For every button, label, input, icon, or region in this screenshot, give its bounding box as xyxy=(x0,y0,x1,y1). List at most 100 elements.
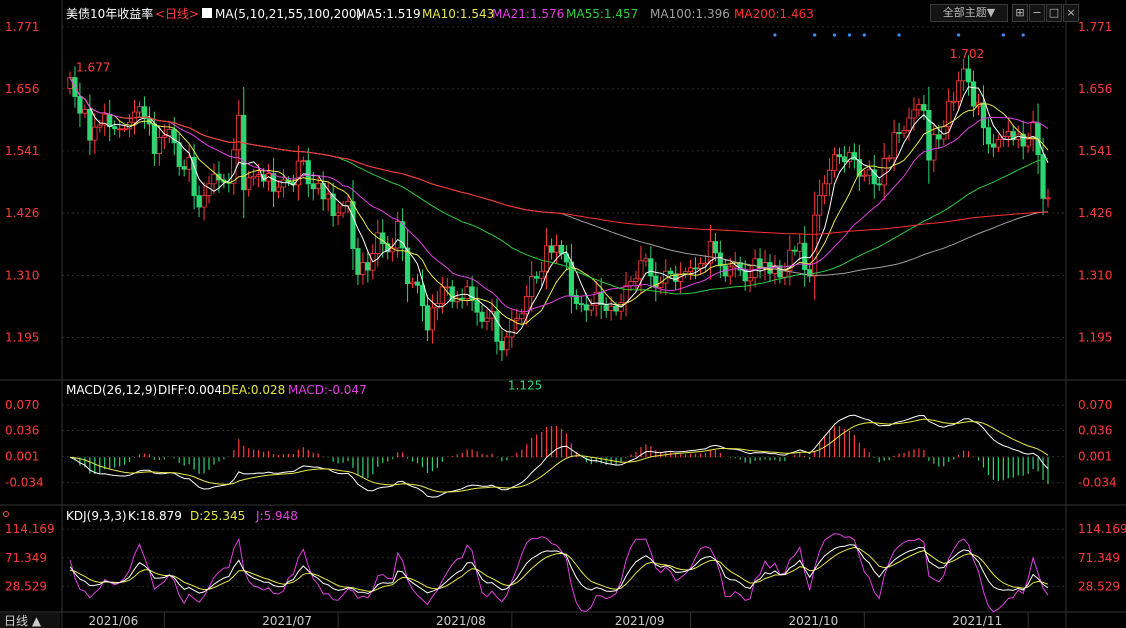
theme-selector-button[interactable]: 全部主题▼ xyxy=(930,4,1008,22)
candle-body xyxy=(102,113,108,126)
candle-body xyxy=(777,265,783,278)
candle-body xyxy=(901,130,907,134)
kdj-j-value: J:5.948 xyxy=(255,509,298,523)
candle-body xyxy=(980,102,987,129)
event-marker xyxy=(897,33,901,37)
event-marker xyxy=(957,33,961,37)
candle-body xyxy=(380,232,386,245)
candle-body xyxy=(961,68,967,82)
event-marker xyxy=(862,33,866,37)
crosshair-icon[interactable]: ⊞ xyxy=(1012,4,1028,22)
candle-body xyxy=(122,128,128,131)
candle-body xyxy=(603,304,609,311)
ma5-line xyxy=(69,77,1049,334)
candle-body xyxy=(752,258,758,279)
macd-diff-line xyxy=(69,414,1049,498)
candle-body xyxy=(841,156,848,163)
price-tick-left: 1.541 xyxy=(5,144,39,158)
candle-body xyxy=(792,249,798,252)
candle-body xyxy=(474,299,480,313)
candle-body xyxy=(77,96,83,114)
candle-body xyxy=(578,303,584,306)
kdj-d-line xyxy=(69,546,1049,592)
candle-body xyxy=(156,137,162,155)
candle-body xyxy=(161,135,167,138)
event-marker xyxy=(1021,33,1025,37)
candle-body xyxy=(315,182,321,190)
candle-body xyxy=(107,113,113,128)
candle-body xyxy=(588,304,594,311)
ma-value-21: MA21:1.576 xyxy=(492,7,564,21)
candle-body xyxy=(459,297,465,300)
candle-body xyxy=(395,221,401,249)
date-tick-label: 2021/11 xyxy=(952,614,1002,628)
candle-body xyxy=(494,311,500,342)
candle-body xyxy=(802,242,808,270)
candle-body xyxy=(171,128,177,144)
minimize-icon[interactable]: − xyxy=(1029,4,1045,22)
candle-body xyxy=(414,281,421,286)
candle-body xyxy=(628,281,634,287)
candle-body xyxy=(419,284,426,307)
ma21-line xyxy=(69,77,1049,313)
candle-body xyxy=(851,152,857,160)
candle-body xyxy=(990,143,996,148)
candle-body xyxy=(951,100,957,103)
candle-body xyxy=(926,110,932,161)
kdj-tick-left: 114.169 xyxy=(5,522,55,536)
candle-body xyxy=(236,114,242,151)
candle-body xyxy=(687,267,694,273)
candle-body xyxy=(717,252,723,267)
candle-body xyxy=(985,127,992,145)
price-tick-right: 1.771 xyxy=(1078,20,1112,34)
candle-body xyxy=(444,286,450,289)
candle-body xyxy=(861,174,867,177)
candle-body xyxy=(504,336,510,351)
candle-body xyxy=(856,159,862,177)
close-icon[interactable]: × xyxy=(1063,4,1079,22)
candle-body xyxy=(87,108,93,141)
candle-body xyxy=(638,260,644,280)
candle-body xyxy=(1020,133,1026,147)
price-tick-right: 1.310 xyxy=(1078,269,1112,283)
candle-body xyxy=(375,232,381,254)
candle-body xyxy=(330,193,336,217)
candle-body xyxy=(300,160,306,163)
ma55-line xyxy=(119,116,1049,295)
candle-body xyxy=(608,305,614,311)
candle-body xyxy=(826,169,833,185)
candle-body xyxy=(891,132,897,159)
candle-body xyxy=(1030,122,1036,140)
candle-body xyxy=(499,340,505,351)
macd-tick-right: -0.034 xyxy=(1078,476,1117,490)
event-marker xyxy=(832,33,837,37)
candle-body xyxy=(742,269,748,282)
period-footer-button[interactable]: 日线 ▲ xyxy=(4,614,42,628)
ma-label: MA(5,10,21,55,100,200) xyxy=(215,7,361,21)
candle-body xyxy=(67,77,73,89)
candle-body xyxy=(280,179,287,188)
candle-body xyxy=(643,258,649,262)
maximize-icon[interactable]: □ xyxy=(1046,4,1062,22)
candle-body xyxy=(956,80,962,102)
kdj-tick-left: 28.529 xyxy=(5,579,47,593)
candle-body xyxy=(846,152,853,163)
candle-body xyxy=(553,244,560,253)
candle-body xyxy=(946,100,952,128)
candle-body xyxy=(201,195,207,208)
price-tick-left: 1.656 xyxy=(5,82,39,96)
macd-tick-left: -0.034 xyxy=(5,476,44,490)
candle-body xyxy=(747,277,753,282)
ma-value-10: MA10:1.543 xyxy=(422,7,494,21)
candle-body xyxy=(881,158,887,186)
candle-body xyxy=(563,253,570,263)
date-tick-label: 2021/09 xyxy=(615,614,665,628)
candle-body xyxy=(697,263,704,269)
candle-body xyxy=(365,262,371,271)
candle-body xyxy=(191,156,197,197)
candle-body xyxy=(886,157,892,160)
candle-body xyxy=(831,154,838,171)
candle-body xyxy=(176,142,182,167)
macd-macd-value: MACD:-0.047 xyxy=(288,383,367,397)
